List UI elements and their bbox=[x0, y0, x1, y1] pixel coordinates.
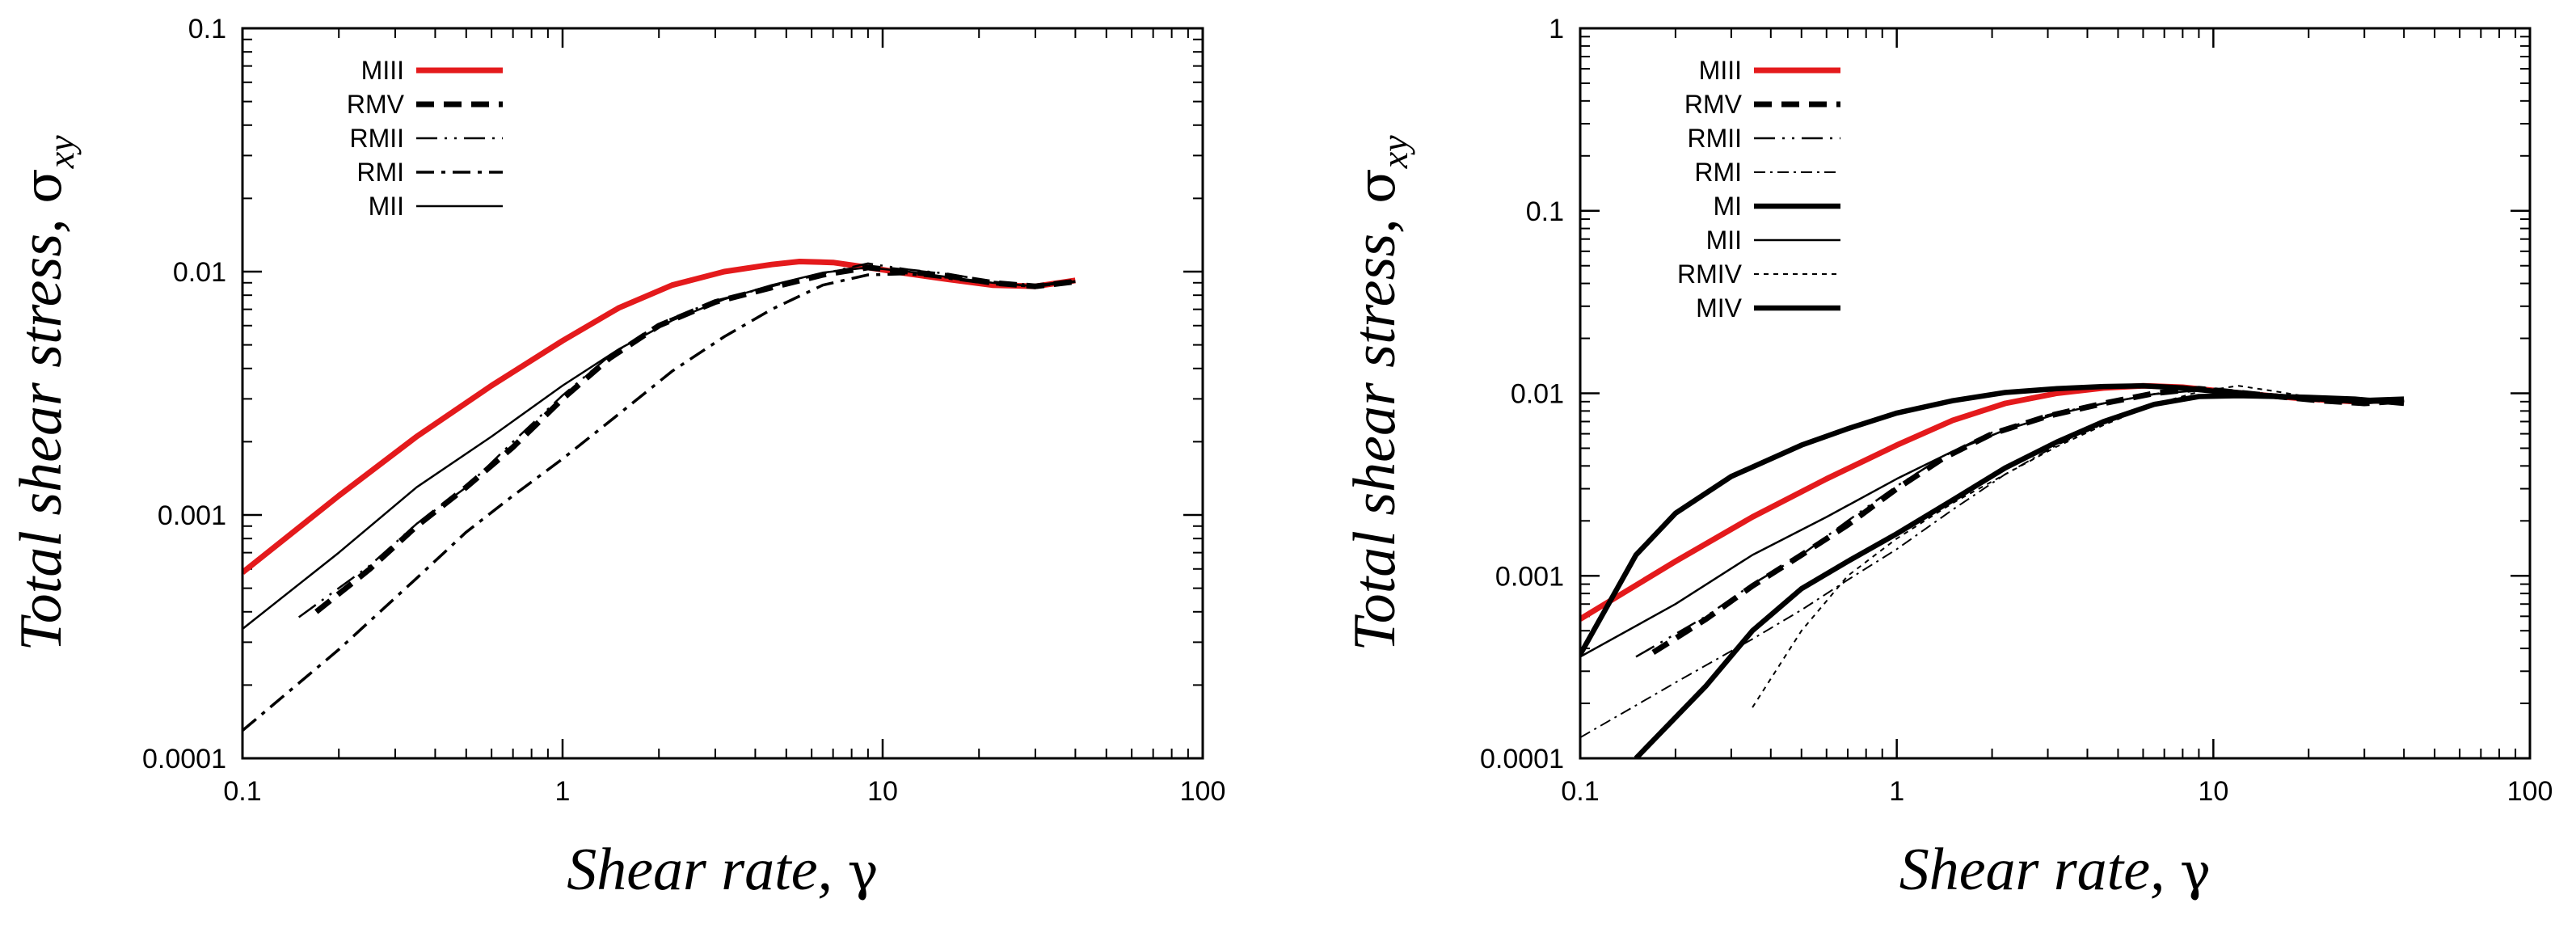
left-chart: 0.1 1 10 100 0.0001 0.001 0.01 0.1 MIII RMV RMII RM… bbox=[8, 14, 1225, 903]
legend-label: RMIV bbox=[1677, 260, 1743, 289]
legend: MIII RMV RMII RMI MII bbox=[347, 56, 503, 221]
series-group bbox=[242, 259, 1076, 732]
y-tick-label: 0.0001 bbox=[1480, 744, 1564, 774]
series-group bbox=[1580, 382, 2405, 758]
series-line-rmii bbox=[297, 262, 1076, 618]
x-axis-title: Shear rate, γ bbox=[1899, 837, 2211, 903]
plot-frame bbox=[1579, 27, 2532, 760]
plot-frame bbox=[241, 27, 1204, 760]
legend-label: MIV bbox=[1696, 293, 1743, 323]
x-tick-label: 0.1 bbox=[223, 776, 261, 807]
x-tick-label: 0.1 bbox=[1561, 776, 1599, 807]
series-line-miii bbox=[1580, 382, 2405, 622]
series-line-mii bbox=[242, 266, 1076, 630]
legend-label: RMII bbox=[349, 124, 404, 153]
x-tick-label: 1 bbox=[555, 776, 571, 807]
legend-label: MIII bbox=[361, 56, 404, 85]
x-tick-label: 1 bbox=[1889, 776, 1904, 807]
y-tick-label: 0.01 bbox=[1511, 379, 1564, 410]
series-line-miv bbox=[1634, 393, 2405, 758]
right-chart: 0.1 1 10 100 0.0001 0.001 0.01 0.1 1 MIII RMV RMII R… bbox=[1342, 14, 2553, 903]
x-axis-title: Shear rate, γ bbox=[567, 837, 879, 903]
legend-label: MI bbox=[1713, 192, 1742, 221]
legend-label: RMI bbox=[1694, 158, 1742, 187]
x-tick-label: 100 bbox=[2507, 776, 2553, 807]
y-tick-label: 0.01 bbox=[173, 257, 226, 288]
legend-label: RMV bbox=[1684, 90, 1743, 119]
y-axis-title: Total shear stress, σxy bbox=[1342, 135, 1415, 652]
y-axis-title: Total shear stress, σxy bbox=[8, 135, 82, 652]
y-tick-label: 0.0001 bbox=[142, 744, 226, 774]
y-tick-label: 0.001 bbox=[1495, 561, 1564, 592]
series-line-rmv bbox=[1651, 386, 2405, 656]
series-line-mi bbox=[1580, 382, 2405, 656]
legend-label: RMV bbox=[347, 90, 405, 119]
legend: MIII RMV RMII RMI MI MII RMIV MIV bbox=[1677, 56, 1840, 323]
series-line-rmii bbox=[1635, 386, 2405, 658]
series-line-rmi bbox=[242, 272, 1076, 732]
x-tick-label: 100 bbox=[1180, 776, 1226, 807]
legend-label: RMI bbox=[356, 158, 404, 187]
x-tick-label: 10 bbox=[867, 776, 898, 807]
x-tick-label: 10 bbox=[2198, 776, 2228, 807]
series-line-rmv bbox=[314, 264, 1076, 614]
y-tick-label: 1 bbox=[1549, 14, 1564, 44]
y-tick-label: 0.1 bbox=[188, 14, 226, 44]
legend-label: MII bbox=[1706, 226, 1742, 255]
y-tick-label: 0.1 bbox=[1526, 196, 1564, 227]
legend-label: RMII bbox=[1687, 124, 1742, 153]
legend-label: MII bbox=[369, 192, 404, 221]
series-line-mii bbox=[1580, 389, 2405, 658]
series-line-miii bbox=[242, 259, 1076, 575]
y-tick-label: 0.001 bbox=[158, 500, 226, 531]
legend-label: MIII bbox=[1699, 56, 1742, 85]
